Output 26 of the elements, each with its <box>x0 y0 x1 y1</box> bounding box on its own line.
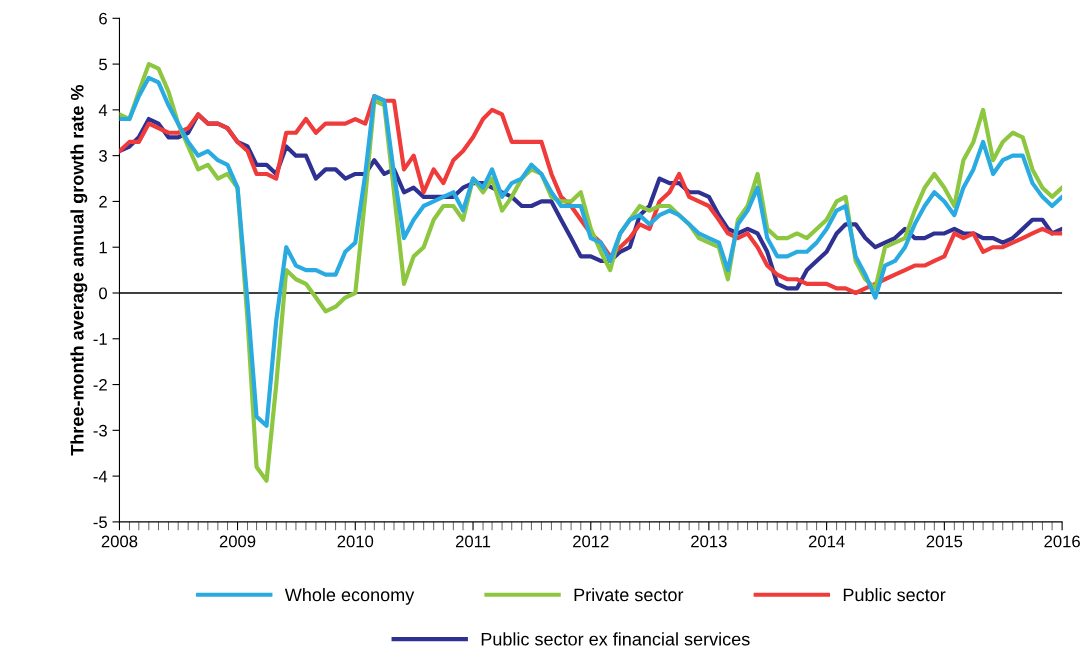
y-axis-title: Three-month average annual growth rate % <box>70 84 88 456</box>
x-tick-label: 2013 <box>691 535 727 548</box>
x-tick-label: 2015 <box>926 535 963 548</box>
legend-label: Whole economy <box>284 588 415 605</box>
x-tick-label: 2012 <box>573 535 609 548</box>
x-tick-label: 2011 <box>455 535 491 548</box>
x-tick-label: 2010 <box>337 535 374 548</box>
y-tick-label: -3 <box>93 424 107 437</box>
y-tick-label: -5 <box>93 516 107 529</box>
x-tick-label: 2009 <box>219 535 256 548</box>
y-tick-label: 3 <box>99 150 107 162</box>
x-tick-label: 2016 <box>1044 535 1080 548</box>
y-tick-label: -2 <box>93 378 107 391</box>
y-tick-label: 2 <box>99 195 107 208</box>
legend-label: Public sector ex financial services <box>481 632 750 646</box>
y-tick-label: 1 <box>99 241 107 254</box>
y-tick-label: 0 <box>99 287 107 300</box>
y-tick-label: -1 <box>93 333 107 345</box>
y-tick-label: 5 <box>99 58 107 71</box>
y-tick-label: -4 <box>93 470 108 483</box>
y-tick-label: 6 <box>99 12 107 25</box>
legend-label: Private sector <box>574 588 684 602</box>
legend-label: Public sector <box>843 588 946 602</box>
y-tick-label: 4 <box>98 104 108 116</box>
x-tick-label: 2014 <box>808 535 845 548</box>
x-tick-label: 2008 <box>101 535 138 548</box>
